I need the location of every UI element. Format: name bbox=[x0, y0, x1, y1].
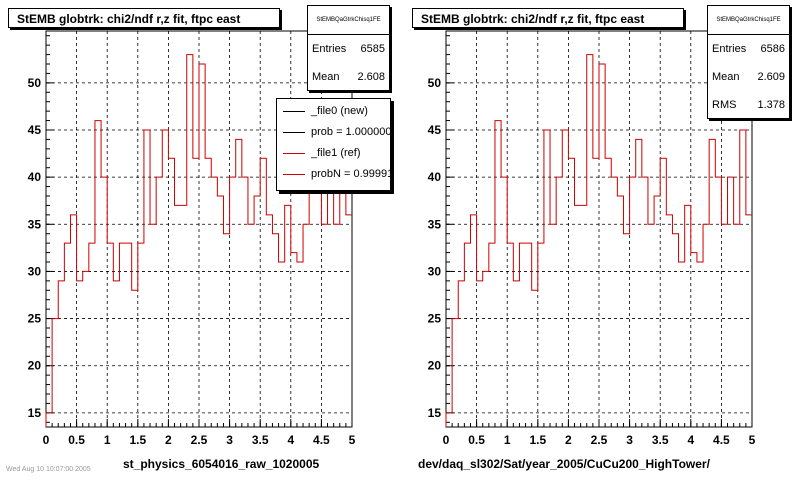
x-tick-label: 0 bbox=[443, 433, 450, 447]
stats-box-left: StEMBQaGtrkChisq1FE Entries 6585 Mean 2.… bbox=[307, 5, 390, 91]
legend-line bbox=[283, 111, 305, 112]
x-tick-label: 4 bbox=[287, 433, 294, 447]
x-tick-label: 4.5 bbox=[313, 433, 330, 447]
legend-entry: prob = 1.000000 bbox=[277, 122, 390, 143]
stats-value: 2.609 bbox=[757, 71, 785, 83]
x-tick-label: 1.5 bbox=[529, 433, 546, 447]
x-tick-label: 3.5 bbox=[252, 433, 269, 447]
x-tick-label: 1 bbox=[504, 433, 511, 447]
legend-label: prob = 1.000000 bbox=[311, 126, 391, 138]
x-tick-label: 0.5 bbox=[68, 433, 85, 447]
x-tick-label: 4 bbox=[687, 433, 694, 447]
x-tick-label: 3.5 bbox=[652, 433, 669, 447]
stats-value: 2.608 bbox=[357, 71, 385, 83]
stats-label: Mean bbox=[712, 71, 740, 83]
legend-line bbox=[283, 153, 305, 154]
y-tick-label: 25 bbox=[28, 312, 42, 326]
stats-name: StEMBQaGtrkChisq1FE bbox=[308, 6, 389, 35]
x-tick-label: 0.5 bbox=[468, 433, 485, 447]
y-tick-label: 40 bbox=[428, 170, 442, 184]
x-tick-label: 2.5 bbox=[191, 433, 208, 447]
legend-entry: _file1 (ref) bbox=[277, 143, 390, 164]
y-tick-label: 25 bbox=[428, 312, 442, 326]
legend-line bbox=[283, 132, 305, 133]
histogram-plot-left: 0 0.5 1 1.5 2 2.5 3 3.5 4 4.5 5 15 20 25 30 35 40 45 50 bbox=[28, 30, 356, 447]
stats-row-mean: Mean 2.609 bbox=[708, 63, 789, 91]
y-tick-label: 40 bbox=[28, 170, 42, 184]
y-tick-label: 20 bbox=[428, 359, 442, 373]
x-tick-label: 3 bbox=[226, 433, 233, 447]
stats-value: 1.378 bbox=[757, 99, 785, 111]
y-tick-label: 35 bbox=[28, 217, 42, 231]
y-tick-label: 50 bbox=[28, 76, 42, 90]
legend-line bbox=[283, 174, 305, 175]
histogram-title-right: StEMB globtrk: chi2/ndf r,z fit, ftpc ea… bbox=[412, 8, 684, 28]
y-tick-label: 50 bbox=[428, 76, 442, 90]
x-axis-title-right: dev/daq_sl302/Sat/year_2005/CuCu200_High… bbox=[418, 457, 710, 471]
stats-value: 6585 bbox=[360, 43, 385, 55]
y-tick-label: 15 bbox=[428, 406, 442, 420]
stats-label: Mean bbox=[312, 71, 340, 83]
legend-label: _file0 (new) bbox=[311, 105, 368, 117]
stats-value: 6586 bbox=[760, 43, 785, 55]
x-tick-label: 5 bbox=[749, 433, 756, 447]
x-tick-label: 4.5 bbox=[713, 433, 730, 447]
legend-label: _file1 (ref) bbox=[311, 147, 361, 159]
x-tick-label: 2.5 bbox=[591, 433, 608, 447]
y-tick-label: 45 bbox=[428, 123, 442, 137]
y-tick-label: 45 bbox=[28, 123, 42, 137]
x-tick-label: 2 bbox=[565, 433, 572, 447]
stats-row-entries: Entries 6586 bbox=[708, 35, 789, 63]
x-tick-label: 3 bbox=[626, 433, 633, 447]
x-tick-label: 5 bbox=[349, 433, 356, 447]
legend-entry: probN = 0.999914 bbox=[277, 164, 390, 185]
stats-label: Entries bbox=[712, 43, 747, 55]
y-tick-label: 15 bbox=[28, 406, 42, 420]
x-axis-title-left: st_physics_6054016_raw_1020005 bbox=[123, 457, 320, 471]
x-tick-label: 2 bbox=[165, 433, 172, 447]
stats-name: StEMBQaGtrkChisq1FE bbox=[708, 6, 789, 35]
histogram-series bbox=[45, 54, 352, 427]
legend-entry: _file0 (new) bbox=[277, 101, 390, 122]
legend-box: _file0 (new) prob = 1.000000 _file1 (ref… bbox=[276, 98, 391, 191]
histogram-title-left: StEMB globtrk: chi2/ndf r,z fit, ftpc ea… bbox=[8, 8, 280, 28]
y-tick-label: 35 bbox=[428, 217, 442, 231]
stats-row-mean: Mean 2.608 bbox=[308, 63, 389, 91]
y-tick-label: 20 bbox=[28, 359, 42, 373]
stats-row-entries: Entries 6585 bbox=[308, 35, 389, 63]
y-tick-label: 30 bbox=[428, 264, 442, 278]
x-tick-label: 1.5 bbox=[129, 433, 146, 447]
stats-label: Entries bbox=[312, 43, 347, 55]
histogram-pad-left: 0 0.5 1 1.5 2 2.5 3 3.5 4 4.5 5 15 20 25 30 35 40 45 50 St… bbox=[8, 5, 391, 471]
x-tick-label: 0 bbox=[43, 433, 50, 447]
legend-label: probN = 0.999914 bbox=[311, 168, 391, 180]
histogram-series bbox=[445, 54, 752, 427]
stats-row-rms: RMS 1.378 bbox=[708, 91, 789, 119]
footer-timestamp: Wed Aug 10 10:07:00 2005 bbox=[6, 466, 91, 473]
stats-box-right: StEMBQaGtrkChisq1FE Entries 6586 Mean 2.… bbox=[707, 5, 790, 119]
x-tick-label: 1 bbox=[104, 433, 111, 447]
y-tick-label: 30 bbox=[28, 264, 42, 278]
histogram-plot-right: 0 0.5 1 1.5 2 2.5 3 3.5 4 4.5 5 15 20 25 30 35 40 45 50 bbox=[428, 30, 756, 447]
histogram-pad-right: 0 0.5 1 1.5 2 2.5 3 3.5 4 4.5 5 15 20 25 30 35 40 45 50 St… bbox=[400, 0, 800, 480]
stats-label: RMS bbox=[712, 99, 737, 111]
